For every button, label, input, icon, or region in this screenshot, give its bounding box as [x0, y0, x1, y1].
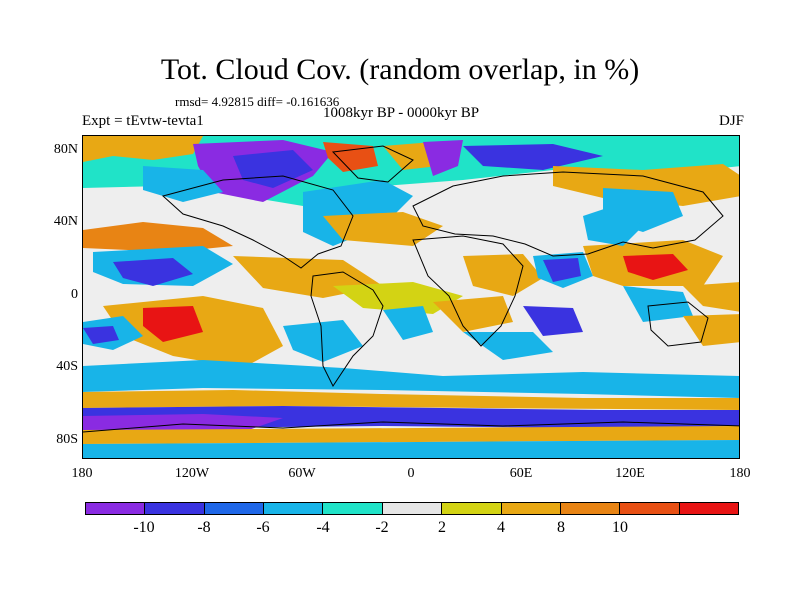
stats-line: rmsd= 4.92815 diff= -0.161636 [175, 94, 340, 109]
coastline-europe-asia [412, 171, 724, 257]
lat-label-80n: 80N [53, 142, 78, 157]
anomaly-region [303, 180, 413, 246]
anomaly-region [283, 320, 363, 362]
anomaly-region [463, 332, 553, 360]
lat-label-0: 0 [71, 287, 78, 302]
colorbar-label: -10 [133, 519, 155, 536]
coastline-greenland [331, 145, 414, 183]
experiment-label: Expt = tEvtw-tevta1 [82, 113, 204, 129]
lat-label-40s: 40S [56, 359, 78, 374]
period-label: 1008kyr BP - 0000kyr BP [323, 105, 480, 121]
anomaly-region [333, 282, 463, 314]
colorbar-label: 8 [557, 519, 565, 536]
lon-label-60w: 60W [288, 466, 316, 481]
anomaly-region [83, 426, 739, 444]
anomaly-region [113, 258, 193, 286]
colorbar-label: 2 [438, 519, 446, 536]
colorbar-cell [501, 503, 561, 514]
colorbar-cell [560, 503, 621, 514]
anomaly-region [623, 254, 688, 280]
colorbar-label: 4 [497, 519, 505, 536]
anomaly-region [323, 142, 378, 172]
colorbar-label: -4 [316, 519, 330, 536]
colorbar-label: 10 [612, 519, 628, 536]
lon-label-120w: 120W [174, 466, 210, 481]
lon-label-180w: 180 [71, 466, 93, 481]
anomaly-region [543, 258, 581, 282]
anomaly-region [583, 206, 643, 246]
season-label: DJF [718, 113, 744, 129]
cloud-anomaly-map [83, 136, 739, 458]
anomaly-region [383, 306, 433, 340]
anomaly-region [83, 222, 233, 252]
lat-label-40n: 40N [53, 214, 78, 229]
colorbar [85, 502, 739, 515]
colorbar-cell [442, 503, 502, 514]
colorbar-cell [323, 503, 383, 514]
anomaly-region [383, 142, 438, 170]
anomaly-region [83, 360, 739, 398]
colorbar-cell [204, 503, 265, 514]
lon-label-120e: 120E [615, 466, 645, 481]
anomaly-region [683, 282, 739, 312]
anomaly-region [623, 286, 693, 322]
coastline-north-america [161, 175, 354, 269]
coastline-australia [647, 301, 709, 347]
anomaly-region [553, 164, 739, 206]
coastlines [83, 145, 739, 433]
map-panel [82, 135, 740, 459]
plot-title: Tot. Cloud Cov. (random overlap, in %) [160, 53, 640, 86]
coastline-antarctica [83, 421, 739, 433]
lon-label-180e: 180 [729, 466, 751, 481]
anomaly-region [683, 314, 739, 346]
colorbar-cell [382, 503, 443, 514]
colorbar-cell [679, 503, 738, 514]
lon-label-0: 0 [407, 466, 415, 481]
anomaly-region [323, 212, 443, 246]
colorbar-label: -6 [256, 519, 270, 536]
anomaly-region [143, 166, 223, 202]
anomaly-region [83, 440, 739, 458]
anomaly-region [463, 254, 543, 296]
anomaly-region [523, 306, 583, 336]
colorbar-label: -8 [197, 519, 211, 536]
lon-label-60e: 60E [509, 466, 533, 481]
anomaly-region [83, 390, 739, 410]
colorbar-cell [86, 503, 146, 514]
colorbar-cell [145, 503, 205, 514]
colorbar-label: -2 [375, 519, 389, 536]
anomaly-region [83, 136, 203, 162]
anomaly-region [463, 144, 603, 170]
coastline-africa [412, 235, 524, 347]
anomaly-region [423, 140, 463, 176]
anomaly-region [83, 326, 119, 344]
lat-label-80s: 80S [56, 432, 78, 447]
colorbar-cell [620, 503, 680, 514]
anomaly-region [143, 306, 203, 342]
colorbar-cell [264, 503, 324, 514]
coastline-south-america [310, 271, 384, 387]
